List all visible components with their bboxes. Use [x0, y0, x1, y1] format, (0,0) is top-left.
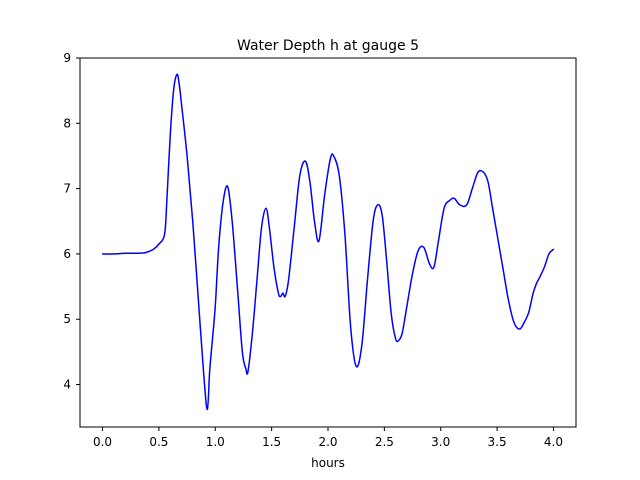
x-tick-label: 2.0 [318, 435, 337, 449]
x-tick-label: 0.0 [93, 435, 112, 449]
x-tick-label: 4.0 [544, 435, 563, 449]
x-tick-label: 1.0 [206, 435, 225, 449]
x-tick-label: 3.5 [488, 435, 507, 449]
x-tick-label: 1.5 [262, 435, 281, 449]
plot-area [101, 73, 555, 411]
y-tick-label: 6 [63, 247, 71, 261]
x-tick-label: 2.5 [375, 435, 394, 449]
y-tick-label: 7 [63, 182, 71, 196]
y-axis-ticks: 4 5 6 7 8 9 [63, 51, 80, 392]
x-tick-label: 3.0 [431, 435, 450, 449]
y-tick-label: 5 [63, 312, 71, 326]
x-tick-label: 0.5 [149, 435, 168, 449]
y-tick-label: 9 [63, 51, 71, 65]
y-tick-label: 8 [63, 116, 71, 130]
series-line [101, 73, 555, 411]
x-axis-label: hours [311, 456, 345, 470]
x-axis-ticks: 0.0 0.5 1.0 1.5 2.0 2.5 3.0 3.5 4.0 [93, 427, 563, 449]
y-tick-label: 4 [63, 378, 71, 392]
plot-frame [79, 57, 577, 428]
chart-title: Water Depth h at gauge 5 [237, 38, 419, 54]
